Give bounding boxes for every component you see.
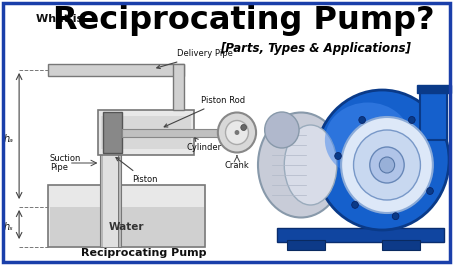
Bar [420, 90, 447, 140]
Circle shape [241, 125, 246, 130]
Circle shape [341, 117, 433, 213]
Circle shape [335, 152, 341, 160]
Ellipse shape [284, 125, 337, 205]
Bar [382, 240, 420, 250]
Text: Crank: Crank [225, 161, 249, 170]
Bar [48, 64, 184, 76]
Circle shape [379, 157, 395, 173]
Text: Reciprocating Pump?: Reciprocating Pump? [53, 5, 435, 36]
Text: hₛ: hₛ [4, 222, 13, 232]
Text: What is: What is [36, 14, 83, 24]
Circle shape [392, 213, 399, 220]
Circle shape [354, 130, 420, 200]
Circle shape [235, 130, 239, 135]
Text: Suction
Pipe: Suction Pipe [50, 154, 81, 172]
Ellipse shape [325, 103, 411, 178]
Bar [417, 85, 451, 93]
Text: Piston: Piston [116, 157, 157, 184]
Bar [122, 129, 225, 136]
Circle shape [370, 147, 404, 183]
Circle shape [359, 116, 365, 123]
Bar [101, 116, 191, 149]
Bar [99, 110, 194, 155]
Text: Piston Rod: Piston Rod [164, 96, 245, 127]
Text: Water: Water [109, 222, 145, 232]
Bar [315, 146, 344, 174]
Ellipse shape [315, 90, 449, 230]
Bar [287, 240, 325, 250]
Circle shape [427, 188, 433, 195]
Ellipse shape [258, 113, 344, 218]
Bar [277, 228, 444, 242]
Circle shape [409, 116, 415, 123]
Text: Cylinder: Cylinder [186, 138, 221, 152]
Bar [48, 185, 205, 247]
Circle shape [226, 121, 248, 144]
Text: hₐ: hₐ [3, 134, 13, 144]
Bar [100, 125, 103, 247]
Text: Reciprocating Pump: Reciprocating Pump [81, 248, 206, 258]
Bar [173, 64, 184, 110]
Bar [118, 125, 121, 247]
Text: [Parts, Types & Applications]: [Parts, Types & Applications] [220, 42, 411, 55]
Text: Delivery Pipe: Delivery Pipe [157, 50, 233, 69]
Circle shape [352, 201, 358, 208]
Bar [50, 207, 203, 246]
Bar [103, 112, 122, 153]
Circle shape [218, 113, 256, 152]
Bar [103, 125, 118, 247]
Circle shape [264, 112, 299, 148]
